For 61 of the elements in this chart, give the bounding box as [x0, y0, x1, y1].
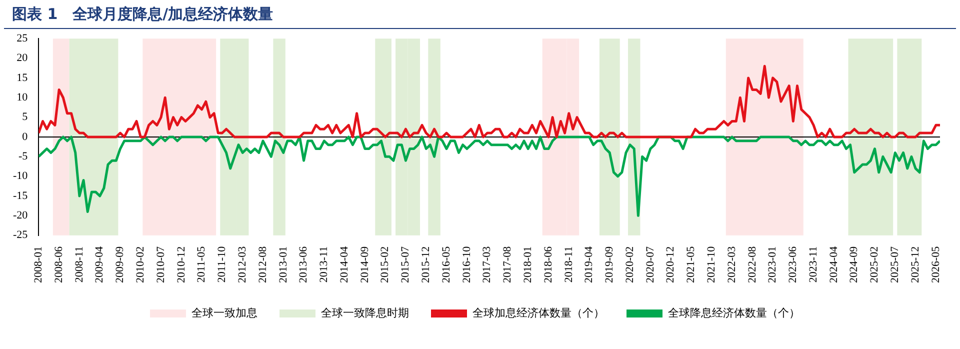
x-tick-label: 2016-05: [440, 246, 452, 284]
x-tick-label: 2019-04: [583, 246, 596, 284]
x-tick-label: 2017-08: [502, 246, 514, 284]
x-tick-label: 2018-06: [542, 246, 554, 284]
x-tick-label: 2015-12: [420, 246, 432, 284]
x-tick-label: 2020-02: [624, 246, 636, 284]
x-tick-label: 2023-11: [807, 246, 820, 283]
y-tick-label: 5: [22, 111, 28, 124]
chart-title: 图表 1 全球月度降息/加息经济体数量: [4, 0, 956, 29]
x-tick-label: 2014-09: [358, 246, 371, 284]
y-tick-label: -25: [12, 229, 28, 242]
y-tick-label: -15: [12, 190, 28, 202]
legend-label: 全球加息经济体数量（个）: [472, 306, 604, 320]
x-tick-label: 2010-07: [154, 246, 167, 284]
x-tick-label: 2023-01: [766, 246, 779, 284]
x-tick-label: 2009-09: [114, 246, 126, 284]
x-tick-label: 2017-03: [481, 246, 494, 284]
x-tick-label: 2014-04: [338, 246, 350, 284]
x-tick-label: 2012-08: [256, 246, 269, 284]
y-tick-label: -20: [12, 210, 28, 222]
x-tick-label: 2008-06: [52, 246, 65, 284]
x-tick-label: 2010-02: [134, 246, 147, 284]
x-tick-label: 2025-12: [909, 246, 922, 284]
x-tick-label: 2024-09: [848, 246, 860, 284]
x-tick-label: 2019-09: [604, 246, 616, 284]
x-tick-label: 2025-02: [868, 246, 881, 284]
x-tick-label: 2026-05: [930, 246, 942, 284]
legend-label: 全球降息经济体数量（个）: [668, 306, 800, 320]
y-tick-label: 25: [16, 32, 28, 44]
x-tick-label: 2010-12: [175, 246, 188, 284]
x-tick-label: 2020-07: [644, 246, 656, 284]
x-tick-label: 2018-11: [562, 246, 575, 283]
x-tick-label: 2020-12: [664, 246, 677, 284]
legend-label: 全球一致加息: [192, 306, 258, 320]
x-tick-label: 2013-01: [277, 246, 290, 284]
x-tick-label: 2018-01: [522, 246, 534, 284]
x-tick-label: 2015-02: [379, 246, 392, 284]
x-tick-label: 2015-07: [400, 246, 412, 284]
x-tick-label: 2023-06: [787, 246, 800, 284]
y-tick-label: 20: [16, 52, 28, 64]
x-tick-label: 2025-07: [889, 246, 902, 284]
x-tick-label: 2008-11: [73, 246, 86, 283]
x-tick-label: 2022-08: [746, 246, 758, 284]
y-tick-label: -5: [18, 150, 28, 163]
x-tick-label: 2011-10: [216, 246, 228, 283]
x-tick-label: 2011-05: [196, 246, 208, 283]
x-tick-label: 2013-06: [298, 246, 310, 284]
x-tick-label: 2021-10: [706, 246, 718, 284]
y-tick-label: 0: [22, 130, 28, 143]
y-tick-label: -10: [12, 170, 28, 182]
x-tick-label: 2008-01: [32, 246, 45, 284]
x-tick-label: 2022-03: [726, 246, 738, 284]
y-tick-label: 15: [16, 72, 28, 84]
x-tick-label: 2013-11: [318, 246, 330, 283]
x-tick-label: 2021-05: [685, 246, 698, 284]
x-tick-label: 2016-10: [460, 246, 473, 284]
x-tick-label: 2009-04: [94, 246, 106, 284]
y-tick-label: 10: [16, 92, 28, 104]
legend-label: 全球一致降息时期: [321, 306, 409, 320]
x-tick-label: 2024-04: [828, 246, 840, 284]
x-tick-label: 2012-03: [236, 246, 248, 284]
